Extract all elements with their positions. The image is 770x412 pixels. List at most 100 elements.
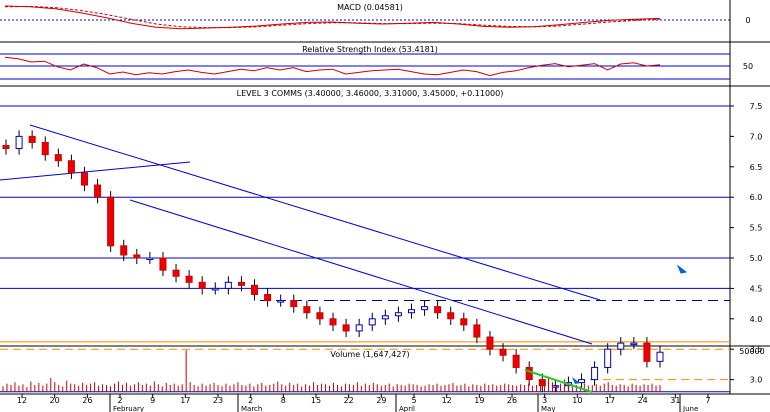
candle-body: [630, 342, 638, 346]
x-tick-label: 20: [50, 396, 60, 405]
arrow-marker: [676, 264, 688, 274]
price-tick-label: 6.0: [750, 193, 763, 202]
macd-title: MACD (0.04581): [337, 3, 403, 12]
candle-body: [251, 284, 259, 295]
candle-body: [591, 366, 599, 381]
candle-body: [54, 154, 62, 162]
price-tick-label: 3.5: [750, 345, 763, 354]
x-tick-label: 22: [344, 396, 354, 405]
candle-body: [80, 172, 88, 186]
candle-body: [434, 306, 442, 314]
channel-lower-line: [129, 199, 593, 345]
price-title: LEVEL 3 COMMS (3.40000, 3.46000, 3.31000…: [237, 89, 504, 98]
trend-line: [0, 161, 191, 181]
candle-body: [41, 141, 49, 156]
price-tick-label: 7.0: [750, 132, 763, 141]
x-tick-label: 2: [117, 396, 122, 405]
candle-body: [447, 312, 455, 320]
candle-body: [303, 306, 311, 314]
x-tick-label: 31: [670, 396, 680, 405]
candle-body: [28, 135, 36, 143]
candle-body: [67, 160, 75, 174]
candle-body: [329, 318, 337, 326]
x-tick-label: 17: [180, 396, 190, 405]
candle-body: [421, 306, 429, 311]
candle-body: [185, 275, 193, 283]
x-tick-label: 19: [474, 396, 484, 405]
candle-body: [407, 309, 415, 314]
candle-body: [617, 342, 625, 350]
candle-body: [94, 184, 102, 198]
price-tick-label: 4.5: [750, 284, 763, 293]
macd-series-line: [4, 5, 661, 30]
candle-body: [133, 254, 141, 259]
candle-body: [172, 269, 180, 277]
x-tick-label: 10: [572, 396, 582, 405]
x-tick-label: 12: [442, 396, 452, 405]
price-tick-label: 6.5: [750, 163, 763, 172]
x-tick-label: 9: [150, 396, 155, 405]
candle-body: [460, 318, 468, 326]
candle-body: [159, 257, 167, 271]
volume-tick: 50000: [739, 347, 764, 356]
candle-body: [512, 354, 520, 368]
candle-body: [316, 312, 324, 320]
candle-body: [394, 312, 402, 317]
candle-body: [355, 324, 363, 332]
x-tick-label: 7: [705, 396, 710, 405]
price-tick-label: 5.0: [750, 254, 763, 263]
x-tick-label: 26: [82, 396, 92, 405]
month-label: February: [113, 405, 144, 412]
x-tick-label: 26: [507, 396, 517, 405]
rsi-series-line: [4, 56, 661, 77]
candle-body: [538, 379, 546, 387]
channel-upper-line: [29, 124, 601, 301]
x-tick-label: 8: [281, 396, 286, 405]
candle-body: [381, 315, 389, 320]
macd-series-line: [4, 5, 661, 29]
price-tick-label: 4.0: [750, 315, 763, 324]
volume-trend-line: [524, 369, 593, 393]
candle-body: [368, 318, 376, 326]
rsi-tick: 50: [743, 62, 753, 71]
candle-body: [525, 366, 533, 381]
candle-body: [551, 385, 559, 388]
month-label: June: [682, 405, 698, 412]
macd-tick: 0: [745, 16, 750, 25]
candle-body: [290, 300, 298, 308]
arrow-marker: [572, 377, 580, 384]
x-tick-label: 15: [311, 396, 321, 405]
candle-body: [342, 324, 350, 332]
x-tick-label: 3: [542, 396, 547, 405]
x-tick-label: 29: [376, 396, 386, 405]
x-tick-label: 23: [213, 396, 223, 405]
month-label: April: [399, 405, 415, 412]
candle-body: [486, 336, 494, 350]
volume-title: Volume (1,647,427): [330, 350, 409, 359]
candle-body: [473, 324, 481, 338]
candle-body: [604, 348, 612, 368]
month-label: March: [241, 405, 262, 412]
candle-body: [15, 135, 23, 150]
candle-body: [120, 245, 128, 256]
x-tick-label: 17: [605, 396, 615, 405]
candle-body: [656, 351, 664, 362]
candle-body: [107, 196, 115, 247]
candle-body: [578, 379, 586, 384]
candle-body: [277, 300, 285, 303]
candle-body: [499, 348, 507, 356]
candle-body: [643, 342, 651, 362]
x-tick-label: 2: [248, 396, 253, 405]
candle-body: [2, 145, 10, 150]
price-tick-label: 3.0: [750, 376, 763, 385]
month-label: May: [541, 405, 555, 412]
x-tick-label: 5: [411, 396, 416, 405]
rsi-title: Relative Strength Index (53.4181): [302, 45, 438, 54]
candle-body: [146, 257, 154, 260]
x-tick-label: 12: [17, 396, 27, 405]
candle-body: [198, 281, 206, 289]
candle-body: [224, 281, 232, 289]
price-tick-label: 5.5: [750, 224, 763, 233]
price-tick-label: 7.5: [750, 102, 763, 111]
